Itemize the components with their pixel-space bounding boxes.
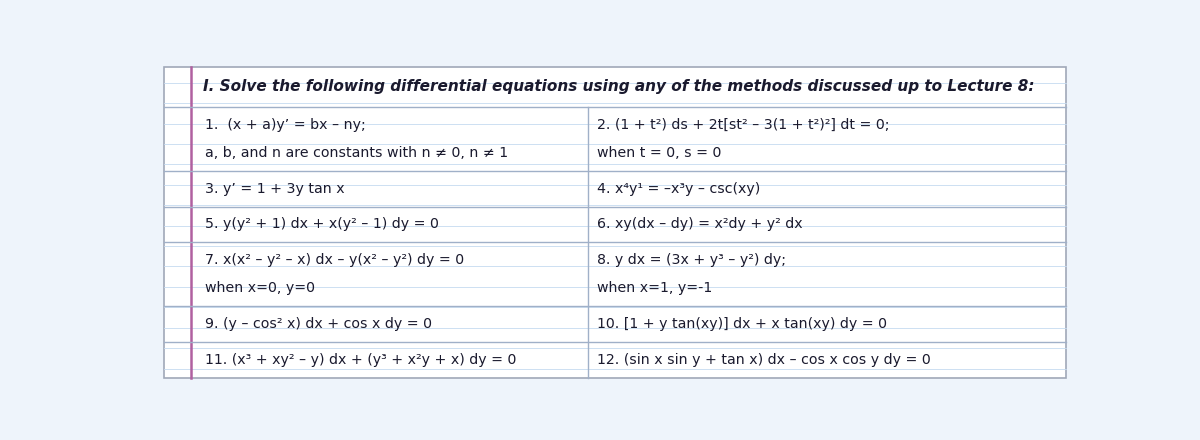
Text: 12. (sin x sin y + tan x) dx – cos x cos y dy = 0: 12. (sin x sin y + tan x) dx – cos x cos… (598, 353, 931, 367)
Text: I. Solve the following differential equations using any of the methods discussed: I. Solve the following differential equa… (203, 79, 1034, 94)
Text: 5. y(y² + 1) dx + x(y² – 1) dy = 0: 5. y(y² + 1) dx + x(y² – 1) dy = 0 (205, 217, 439, 231)
Text: 11. (x³ + xy² – y) dx + (y³ + x²y + x) dy = 0: 11. (x³ + xy² – y) dx + (y³ + x²y + x) d… (205, 353, 516, 367)
Text: 2. (1 + t²) ds + 2t[st² – 3(1 + t²)²] dt = 0;: 2. (1 + t²) ds + 2t[st² – 3(1 + t²)²] dt… (598, 117, 889, 132)
Text: 1.  (x + a)y’ = bx – ny;: 1. (x + a)y’ = bx – ny; (205, 117, 366, 132)
Text: when x=1, y=-1: when x=1, y=-1 (598, 282, 713, 295)
Text: a, b, and n are constants with n ≠ 0, n ≠ 1: a, b, and n are constants with n ≠ 0, n … (205, 146, 508, 160)
Text: 10. [1 + y tan(xy)] dx + x tan(xy) dy = 0: 10. [1 + y tan(xy)] dx + x tan(xy) dy = … (598, 317, 887, 331)
Text: 4. x⁴y¹ = –x³y – csc(xy): 4. x⁴y¹ = –x³y – csc(xy) (598, 182, 761, 196)
Text: when x=0, y=0: when x=0, y=0 (205, 282, 316, 295)
Text: when t = 0, s = 0: when t = 0, s = 0 (598, 146, 721, 160)
Text: 9. (y – cos² x) dx + cos x dy = 0: 9. (y – cos² x) dx + cos x dy = 0 (205, 317, 432, 331)
Text: 6. xy(dx – dy) = x²dy + y² dx: 6. xy(dx – dy) = x²dy + y² dx (598, 217, 803, 231)
Text: 3. y’ = 1 + 3y tan x: 3. y’ = 1 + 3y tan x (205, 182, 344, 196)
Text: 7. x(x² – y² – x) dx – y(x² – y²) dy = 0: 7. x(x² – y² – x) dx – y(x² – y²) dy = 0 (205, 253, 464, 267)
Text: 8. y dx = (3x + y³ – y²) dy;: 8. y dx = (3x + y³ – y²) dy; (598, 253, 786, 267)
